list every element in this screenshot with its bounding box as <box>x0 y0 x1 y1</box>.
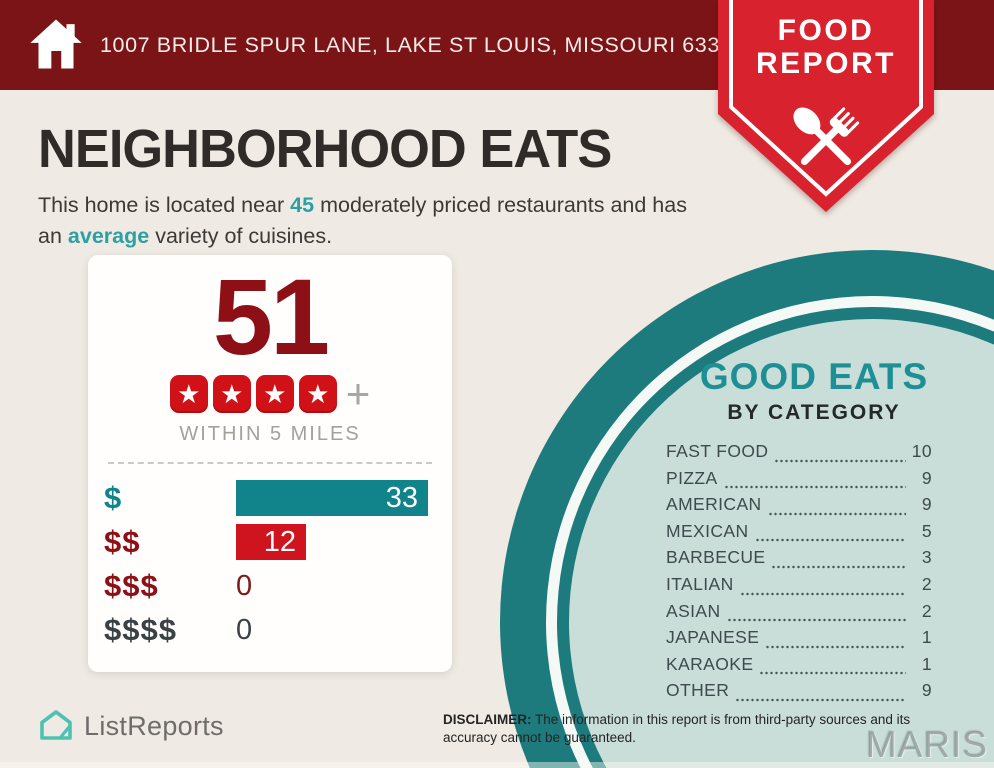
intro-seg3: variety of cuisines. <box>155 224 333 249</box>
price-bar: 12 <box>236 524 306 560</box>
total-restaurants: 51 <box>212 256 330 377</box>
property-address: 1007 BRIDLE SPUR LANE, LAKE ST LOUIS, MI… <box>100 32 746 57</box>
list-item: KARAOKE 1 <box>666 654 932 681</box>
price-row-4: $$$$ 0 <box>104 608 436 652</box>
dot-leader <box>735 697 906 702</box>
list-item: OTHER 9 <box>666 680 932 707</box>
category-value: 1 <box>921 653 932 674</box>
price-bar-value: 0 <box>236 613 253 646</box>
star-icon: ★ <box>255 375 294 413</box>
list-item: PIZZA 9 <box>666 468 932 495</box>
category-value: 9 <box>921 680 932 701</box>
category-label: KARAOKE <box>666 653 754 674</box>
star-rating: ★ ★ ★ ★ <box>169 375 337 413</box>
ribbon-line2: REPORT <box>755 47 896 80</box>
list-item: FAST FOOD 10 <box>666 441 932 468</box>
list-item: ITALIAN 2 <box>666 574 932 601</box>
intro-seg1: This home is located near <box>38 193 285 217</box>
listreports-wordmark: ListReports <box>84 710 224 741</box>
price-row-3: $$$ 0 <box>104 564 436 608</box>
price-row-2: $$ 12 <box>104 520 436 564</box>
listreports-logo-icon <box>40 710 72 740</box>
fork-spoon-icon <box>793 107 860 166</box>
price-row-1: $ 33 <box>104 476 436 520</box>
good-eats-title: GOOD EATS <box>699 356 929 397</box>
good-eats-subtitle: BY CATEGORY <box>727 401 901 424</box>
price-tier-label: $$ <box>104 524 141 559</box>
price-bar-value: 0 <box>236 569 253 602</box>
intro-seg2: moderately priced restaurants and has an <box>38 193 687 249</box>
ribbon-line1: FOOD <box>777 14 875 47</box>
dotted-divider <box>108 462 432 464</box>
category-label: MEXICAN <box>666 520 749 541</box>
star-icon: ★ <box>169 375 208 413</box>
category-value: 10 <box>911 441 932 461</box>
disclaimer-text: DISCLAIMER: The information in this repo… <box>443 711 965 746</box>
price-tier-label: $$$ <box>104 568 159 603</box>
list-item: AMERICAN 9 <box>666 494 932 521</box>
category-label: ITALIAN <box>666 573 734 594</box>
category-value: 1 <box>921 627 932 648</box>
ribbon-title: FOOD REPORT <box>706 14 946 80</box>
listreports-brand: ListReports <box>38 708 224 744</box>
category-label: JAPANESE <box>666 627 760 648</box>
restaurant-stats-card: 51 ★ ★ ★ ★ + WITHIN 5 MILES $ 33 $$ 12 $$$ … <box>88 255 452 672</box>
list-item: JAPANESE 1 <box>666 627 932 654</box>
dot-leader <box>774 458 906 463</box>
dot-leader <box>767 511 906 516</box>
category-value: 2 <box>921 600 932 621</box>
dot-leader <box>759 671 906 676</box>
star-icon: ★ <box>212 375 251 413</box>
intro-section: NEIGHBORHOOD EATS This home is located n… <box>38 118 703 252</box>
intro-paragraph: This home is located near 45 moderately … <box>38 190 703 252</box>
price-bar-value: 12 <box>263 525 296 558</box>
list-item: BARBECUE 3 <box>666 547 932 574</box>
food-report-ribbon: FOOD REPORT <box>706 0 946 222</box>
category-label: FAST FOOD <box>666 441 769 461</box>
price-tier-label: $ <box>104 480 123 515</box>
category-value: 9 <box>921 467 932 488</box>
restaurant-count: 45 <box>290 193 315 217</box>
ribbon-shape <box>718 0 934 212</box>
radius-label: WITHIN 5 MILES <box>179 423 361 445</box>
category-value: 5 <box>921 520 932 541</box>
disclaimer-body: The information in this report is from t… <box>443 712 911 745</box>
dot-leader <box>739 591 906 596</box>
rating-row: ★ ★ ★ ★ + <box>88 373 452 415</box>
category-value: 9 <box>921 494 932 515</box>
dot-leader <box>754 538 906 543</box>
dot-leader <box>771 564 906 569</box>
list-item: ASIAN 2 <box>666 601 932 628</box>
category-label: BARBECUE <box>666 547 766 568</box>
list-item: MEXICAN 5 <box>666 521 932 548</box>
variety-highlight: average <box>67 224 150 249</box>
category-label: AMERICAN <box>666 494 762 515</box>
price-tier-chart: $ 33 $$ 12 $$$ 0 $$$$ 0 <box>88 464 452 652</box>
plus-sign: + <box>345 370 371 417</box>
category-label: ASIAN <box>666 600 721 621</box>
page-title: NEIGHBORHOOD EATS <box>38 119 612 179</box>
dot-leader <box>726 618 906 623</box>
disclaimer-label: DISCLAIMER: <box>443 712 532 727</box>
category-value: 3 <box>921 547 932 568</box>
dot-leader <box>765 644 906 649</box>
home-icon <box>30 19 82 69</box>
category-list: FAST FOOD 10 PIZZA 9 AMERICAN 9 MEXICAN 5 BA… <box>666 441 932 707</box>
maris-watermark: MARIS <box>865 724 988 765</box>
star-icon: ★ <box>298 375 337 413</box>
category-value: 2 <box>921 573 932 594</box>
good-eats-section: GOOD EATS BY CATEGORY FAST FOOD 10 PIZZA 9… <box>666 356 932 707</box>
bottom-edge-strip <box>0 762 994 768</box>
dot-leader <box>723 485 906 490</box>
price-bar: 33 <box>236 480 428 516</box>
category-label: OTHER <box>666 680 730 701</box>
category-label: PIZZA <box>666 467 718 488</box>
price-bar-value: 33 <box>385 481 418 514</box>
price-tier-label: $$$$ <box>104 612 177 647</box>
